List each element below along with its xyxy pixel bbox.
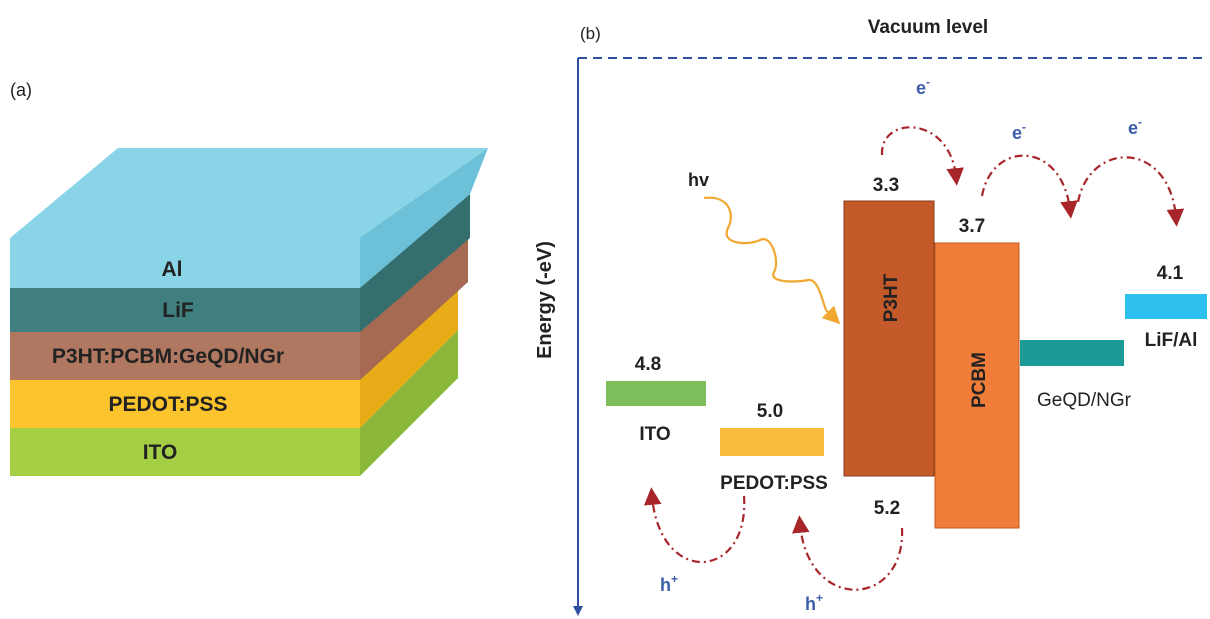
p3ht-homo-value: 5.2 <box>874 498 900 519</box>
lifal-level: 4.1 LiF/Al <box>1125 263 1207 351</box>
pedot-level: 5.0 PEDOT:PSS <box>720 401 828 494</box>
panel-b-label: (b) <box>580 24 601 43</box>
ito-label: ITO <box>639 424 670 445</box>
electron-transfer-1: e- <box>880 75 964 186</box>
layer-lif-side <box>360 194 470 332</box>
energy-axis-arrowhead <box>573 606 583 616</box>
lifal-level-value: 4.1 <box>1157 263 1184 284</box>
photon-wave <box>703 196 841 325</box>
p3ht-label: P3HT <box>881 273 902 322</box>
layer-ito-label: ITO <box>143 441 178 464</box>
layer-lif-label: LiF <box>162 299 194 322</box>
hole-1-label: h+ <box>660 572 678 595</box>
electron-2-label: e- <box>1012 120 1026 143</box>
layer-al-side <box>360 148 488 288</box>
lifal-label: LiF/Al <box>1145 330 1198 351</box>
pedot-bar <box>720 428 824 456</box>
photon-label: hv <box>688 170 709 190</box>
layer-pedot-side <box>360 282 458 428</box>
electron-arrow-3 <box>1076 156 1185 227</box>
pedot-level-value: 5.0 <box>757 401 783 422</box>
ito-bar <box>606 381 706 406</box>
electron-transfer-3: e- <box>1076 115 1185 227</box>
electron-arrow-2 <box>980 154 1078 219</box>
layer-al-label: Al <box>162 258 183 281</box>
panel-b: (b) Vacuum level Energy (-eV) 4.8 ITO 5.… <box>534 17 1207 616</box>
p3ht-lumo-value: 3.3 <box>873 175 899 196</box>
energy-axis-label: Energy (-eV) <box>534 241 556 359</box>
p3ht-level: 3.3 5.2 P3HT <box>843 175 935 519</box>
geqd-level: GeQD/NGr <box>1020 340 1132 411</box>
hole-arrow-2 <box>792 515 904 591</box>
vacuum-level-label: Vacuum level <box>868 17 988 38</box>
geqd-label: GeQD/NGr <box>1037 390 1132 411</box>
pcbm-bar <box>934 242 1020 529</box>
hole-transfer-1: h+ <box>644 487 746 595</box>
layer-active-label: P3HT:PCBM:GeQD/NGr <box>52 345 284 368</box>
pedot-label: PEDOT:PSS <box>720 473 828 494</box>
pcbm-label: PCBM <box>969 352 990 408</box>
layer-al: Al <box>10 148 488 288</box>
lifal-bar <box>1125 294 1207 319</box>
layer-pedot-front <box>10 380 360 428</box>
photon-arrow: hv <box>688 170 841 325</box>
hole-transfer-2: h+ <box>792 515 904 614</box>
pcbm-lumo-value: 3.7 <box>959 216 985 237</box>
layer-pedot-label: PEDOT:PSS <box>108 393 227 416</box>
layer-ito-side <box>360 330 458 476</box>
layer-active-front <box>10 332 360 380</box>
geqd-bar <box>1020 340 1124 366</box>
electron-arrow-1 <box>880 126 964 186</box>
layer-lif-front <box>10 288 360 332</box>
electron-3-label: e- <box>1128 115 1142 138</box>
hole-arrow-1 <box>644 487 746 564</box>
hole-2-label: h+ <box>805 591 823 614</box>
ito-level: 4.8 ITO <box>606 354 706 445</box>
electron-transfer-2: e- <box>980 120 1078 219</box>
panel-a-label: (a) <box>10 80 32 100</box>
ito-level-value: 4.8 <box>635 354 661 375</box>
panel-a: (a) ITO PEDOT:PSS P3HT:PCBM:GeQD/NGr <box>10 80 488 476</box>
layer-al-top <box>10 148 488 238</box>
electron-1-label: e- <box>916 75 930 98</box>
pcbm-level: 3.7 PCBM <box>934 216 1020 529</box>
layer-ito-front <box>10 428 360 476</box>
layer-al-front <box>10 238 360 288</box>
layer-active-side <box>360 234 468 380</box>
p3ht-bar <box>843 200 935 477</box>
